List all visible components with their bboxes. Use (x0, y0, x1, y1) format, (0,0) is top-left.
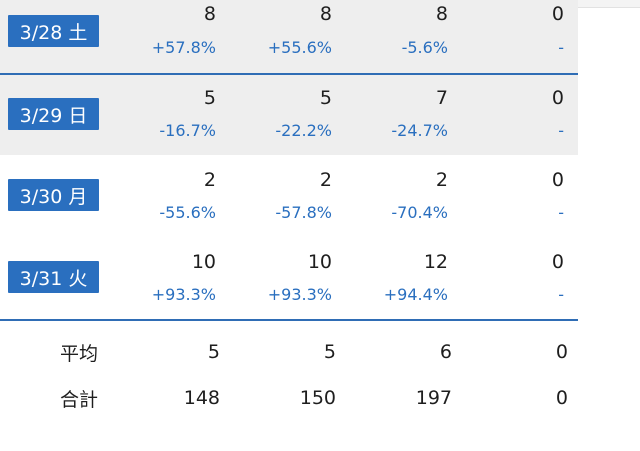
value-cell: 5 (319, 87, 332, 109)
percent-change: -22.2% (275, 121, 332, 140)
percent-change: - (558, 38, 564, 57)
date-button[interactable]: 3/30 月 (8, 179, 99, 211)
date-button[interactable]: 3/28 土 (8, 15, 99, 47)
percent-change: -16.7% (159, 121, 216, 140)
total-value: 0 (555, 387, 568, 409)
average-value: 6 (439, 341, 452, 363)
percent-change: -57.8% (275, 203, 332, 222)
average-value: 0 (555, 341, 568, 363)
percent-change: +93.3% (151, 285, 216, 304)
table-row: 3/28 土 8 8 8 0 +57.8% +55.6% -5.6% - (0, 0, 578, 75)
table-row: 3/31 火 10 10 12 0 +93.3% +93.3% +94.4% - (0, 239, 578, 321)
total-value: 197 (415, 387, 452, 409)
value-cell: 7 (435, 87, 448, 109)
value-cell: 0 (551, 169, 564, 191)
value-cell: 12 (423, 251, 448, 273)
percent-change: +57.8% (151, 38, 216, 57)
value-cell: 0 (551, 251, 564, 273)
table-row: 3/29 日 5 5 7 0 -16.7% -22.2% -24.7% - (0, 75, 578, 155)
percent-change: - (558, 121, 564, 140)
value-cell: 8 (203, 3, 216, 25)
percent-change: +94.4% (383, 285, 448, 304)
percent-change: - (558, 203, 564, 222)
total-value: 148 (183, 387, 220, 409)
value-cell: 8 (319, 3, 332, 25)
value-cell: 5 (203, 87, 216, 109)
average-label: 平均 (60, 343, 99, 365)
table-row: 3/30 月 2 2 2 0 -55.6% -57.8% -70.4% - (0, 157, 578, 237)
average-value: 5 (207, 341, 220, 363)
value-cell: 10 (307, 251, 332, 273)
percent-change: -70.4% (391, 203, 448, 222)
value-cell: 10 (191, 251, 216, 273)
total-label: 合計 (60, 389, 99, 411)
value-cell: 0 (551, 87, 564, 109)
percent-change: +55.6% (267, 38, 332, 57)
percent-change: -55.6% (159, 203, 216, 222)
value-cell: 0 (551, 3, 564, 25)
value-cell: 2 (435, 169, 448, 191)
average-value: 5 (323, 341, 336, 363)
date-button[interactable]: 3/29 日 (8, 98, 99, 130)
percent-change: - (558, 285, 564, 304)
percent-change: -5.6% (401, 38, 448, 57)
value-cell: 2 (319, 169, 332, 191)
percent-change: +93.3% (267, 285, 332, 304)
date-button[interactable]: 3/31 火 (8, 261, 99, 293)
percent-change: -24.7% (391, 121, 448, 140)
value-cell: 8 (435, 3, 448, 25)
value-cell: 2 (203, 169, 216, 191)
total-value: 150 (299, 387, 336, 409)
